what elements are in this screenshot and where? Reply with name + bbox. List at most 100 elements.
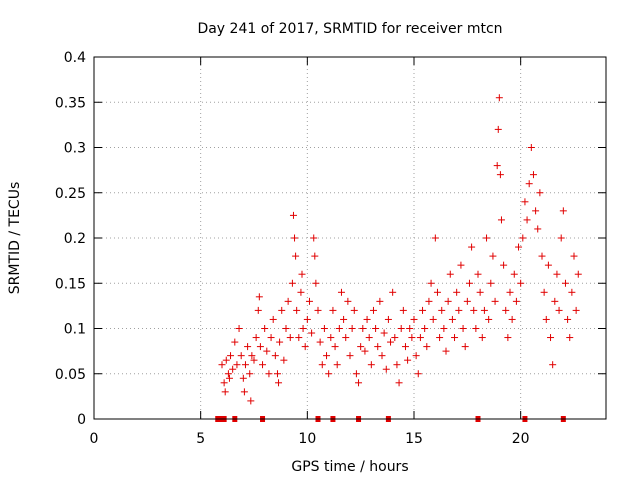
data-point (280, 356, 288, 364)
data-point (318, 361, 326, 369)
data-point (463, 297, 471, 305)
x-tick-label: 20 (512, 431, 530, 447)
data-point (425, 297, 433, 305)
data-point (327, 334, 335, 342)
data-point (305, 297, 313, 305)
data-point (506, 288, 514, 296)
data-point (529, 171, 537, 179)
data-point (406, 325, 414, 332)
data-point (465, 279, 473, 287)
data-point (233, 361, 241, 369)
data-point (387, 338, 395, 346)
data-point (444, 297, 452, 305)
data-point (436, 334, 444, 342)
data-point (248, 352, 256, 360)
data-point (288, 279, 296, 287)
data-point (395, 379, 403, 387)
data-point (476, 288, 484, 296)
data-point (393, 361, 401, 369)
data-point (359, 325, 367, 332)
data-point (519, 234, 527, 242)
data-point (536, 189, 544, 197)
x-axis-label: GPS time / hours (291, 459, 408, 475)
data-point (363, 315, 371, 323)
data-point (286, 334, 294, 342)
data-point (380, 329, 388, 337)
data-point (453, 288, 461, 296)
data-point (399, 306, 407, 314)
y-tick-label: 0 (77, 412, 86, 428)
data-point (367, 361, 375, 369)
data-point (282, 325, 290, 332)
data-point (431, 234, 439, 242)
data-point (561, 279, 569, 287)
data-point (500, 261, 508, 269)
data-point (289, 211, 297, 219)
data-point (308, 329, 316, 337)
data-point (310, 234, 318, 242)
data-point (293, 306, 301, 314)
data-point (553, 270, 561, 278)
data-point (263, 347, 271, 355)
x-tick-label: 0 (90, 431, 99, 447)
data-point (502, 306, 510, 314)
data-point (250, 356, 258, 364)
x-tick-label: 15 (405, 431, 423, 447)
data-point (344, 297, 352, 305)
data-point (221, 388, 229, 396)
data-point (497, 216, 505, 224)
data-point (451, 334, 459, 342)
data-point (496, 171, 504, 179)
data-point (401, 343, 409, 351)
data-point (298, 270, 306, 278)
data-point (355, 379, 363, 387)
data-point (369, 306, 377, 314)
data-point (494, 125, 502, 133)
data-point (438, 306, 446, 314)
data-point (275, 379, 283, 387)
data-point (523, 216, 531, 224)
data-point (247, 397, 255, 405)
data-point (512, 297, 520, 305)
data-point (325, 370, 333, 378)
data-point (391, 334, 399, 342)
data-point (342, 334, 350, 342)
data-point (448, 315, 456, 323)
data-point (559, 207, 567, 215)
data-point (335, 325, 343, 332)
data-point (487, 279, 495, 287)
data-point (455, 306, 463, 314)
y-tick-label: 0.2 (64, 231, 86, 247)
data-point (256, 343, 264, 351)
y-tick-label: 0.05 (55, 367, 86, 383)
data-point (410, 315, 418, 323)
data-point (348, 325, 356, 332)
data-point (259, 361, 267, 369)
data-point (491, 297, 499, 305)
data-point (457, 261, 465, 269)
data-point (269, 315, 277, 323)
data-point (297, 288, 305, 296)
y-tick-label: 0.3 (64, 141, 86, 157)
data-point (301, 343, 309, 351)
data-point (564, 315, 572, 323)
data-point (540, 288, 548, 296)
data-point (483, 234, 491, 242)
data-point (225, 374, 233, 382)
data-point (504, 334, 512, 342)
data-point (470, 306, 478, 314)
data-point (278, 306, 286, 314)
data-point (480, 306, 488, 314)
data-point (267, 334, 275, 342)
data-points (218, 94, 582, 405)
data-point (525, 180, 533, 188)
data-point (555, 306, 563, 314)
data-point (295, 334, 303, 342)
data-point (314, 306, 322, 314)
data-point (240, 388, 248, 396)
data-point (312, 279, 320, 287)
data-point (337, 288, 345, 296)
data-point (468, 243, 476, 251)
data-point (551, 297, 559, 305)
data-point (389, 288, 397, 296)
